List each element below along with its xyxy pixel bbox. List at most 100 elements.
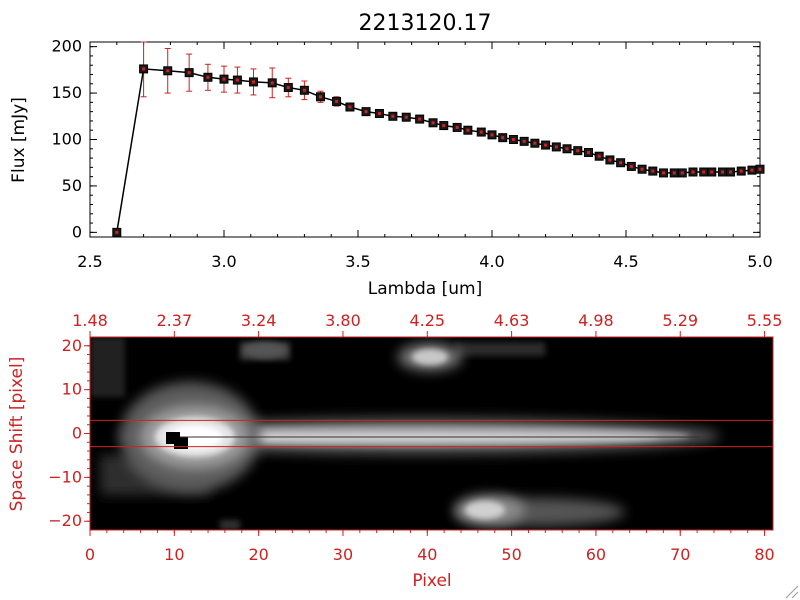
data-point-center xyxy=(619,161,623,165)
top-axis-label: 3.80 xyxy=(325,311,361,330)
image-ticks xyxy=(84,331,766,536)
x-axis-label-image: Pixel xyxy=(412,571,451,591)
y-tick-label: 200 xyxy=(51,37,82,56)
x-tick-label: 60 xyxy=(586,545,606,564)
data-point-center xyxy=(466,128,470,132)
y-tick-label: 100 xyxy=(51,130,82,149)
data-point-center xyxy=(251,80,255,84)
x-axis-label-top-plot: Lambda [um] xyxy=(368,279,482,299)
top-axis-label: 5.55 xyxy=(747,311,783,330)
x-tick-label: 4.5 xyxy=(613,252,638,271)
saturated-pixel xyxy=(174,437,188,449)
x-tick-label: 0 xyxy=(85,545,95,564)
data-point-center xyxy=(302,88,306,92)
data-point-center xyxy=(522,139,526,143)
data-point-center xyxy=(565,147,569,151)
data-point-center xyxy=(554,145,558,149)
data-point-center xyxy=(729,170,733,174)
data-point-center xyxy=(377,112,381,115)
data-point-center xyxy=(691,170,695,174)
data-point-center xyxy=(651,169,655,173)
data-point-center xyxy=(576,149,580,153)
x-tick-label: 10 xyxy=(164,545,184,564)
data-point-center xyxy=(286,86,290,89)
data-point-center xyxy=(318,95,322,99)
x-tick-label: 40 xyxy=(417,545,437,564)
top-axis-label: 3.24 xyxy=(241,311,277,330)
data-point-center xyxy=(442,124,446,128)
data-point-center xyxy=(544,143,548,147)
data-point-center xyxy=(672,171,676,175)
data-point-center xyxy=(629,164,633,168)
error-bars xyxy=(140,41,763,177)
top-axis-label: 4.98 xyxy=(578,311,614,330)
data-point-center xyxy=(662,171,666,175)
data-point-center xyxy=(364,110,368,114)
x-tick-label: 2.5 xyxy=(77,252,102,271)
data-point-center xyxy=(142,67,146,71)
data-point-center xyxy=(222,77,226,81)
data-point-center xyxy=(710,170,714,174)
data-point-center xyxy=(597,154,601,158)
image-tick-labels: 0 1.48 10 2.37 20 3.24 30 3.80 40 4.25 50 4.63 60 4.9… xyxy=(48,311,782,564)
x-tick-label: 20 xyxy=(248,545,268,564)
x-tick-label: 5.0 xyxy=(747,252,772,271)
data-point-center xyxy=(418,117,422,121)
data-point-center xyxy=(455,125,459,129)
data-point-center xyxy=(501,136,505,140)
x-tick-label: 50 xyxy=(501,545,521,564)
data-point-center xyxy=(680,171,684,175)
y-tick-label: 0 xyxy=(72,424,82,443)
spectrum-image xyxy=(90,337,720,530)
data-point-center xyxy=(187,71,191,75)
data-point-center xyxy=(640,167,644,171)
data-point-center xyxy=(479,130,483,134)
top-axis-label: 2.37 xyxy=(157,311,193,330)
top-axis-label: 1.48 xyxy=(72,311,108,330)
x-tick-label: 80 xyxy=(754,545,774,564)
y-tick-label: 150 xyxy=(51,83,82,102)
data-point-center xyxy=(720,170,724,174)
flux-spectrum-plot: 2213120.17 2.5 3.0 3.5 4.0 4.5 5.0 0 50 100 150 20… xyxy=(9,11,773,299)
flux-markers xyxy=(112,64,765,237)
y-tick-label: 20 xyxy=(62,336,82,355)
spectrum-image-plot: 0 1.48 10 2.37 20 3.24 30 3.80 40 4.25 50 4.63 60 4.9… xyxy=(7,311,782,591)
data-point-center xyxy=(206,75,210,79)
data-point-center xyxy=(431,121,435,125)
data-point-center xyxy=(348,105,352,109)
data-point-center xyxy=(166,69,170,73)
data-point-center xyxy=(335,99,339,103)
data-point-center xyxy=(270,81,274,85)
chart-title: 2213120.17 xyxy=(359,11,492,36)
resize-handle-icon[interactable] xyxy=(785,585,799,599)
data-point-center xyxy=(608,158,612,162)
data-point-center xyxy=(758,167,762,171)
y-tick-label: −20 xyxy=(48,511,82,530)
data-point-center xyxy=(702,170,706,174)
top-axis-label: 4.63 xyxy=(494,311,530,330)
data-point-center xyxy=(115,230,119,234)
x-tick-label: 4.0 xyxy=(479,252,504,271)
y-axis-label-top-plot: Flux [mJy] xyxy=(9,97,29,183)
top-plot-ticks xyxy=(89,42,761,237)
top-axis-label: 4.25 xyxy=(409,311,445,330)
data-point-center xyxy=(404,115,408,119)
x-tick-label: 70 xyxy=(670,545,690,564)
data-point-center xyxy=(750,168,754,172)
x-tick-label: 3.0 xyxy=(211,252,236,271)
y-tick-label: 50 xyxy=(62,176,82,195)
flux-series-line xyxy=(116,68,761,233)
data-point-center xyxy=(235,78,239,82)
top-axis-label: 5.29 xyxy=(662,311,698,330)
data-point-center xyxy=(490,133,494,137)
data-point-center xyxy=(739,169,743,173)
x-tick-label: 3.5 xyxy=(345,252,370,271)
data-point-center xyxy=(511,138,515,141)
top-plot-tick-labels: 2.5 3.0 3.5 4.0 4.5 5.0 0 50 100 150 200 xyxy=(51,37,772,271)
y-axis-label-image: Space Shift [pixel] xyxy=(7,357,27,512)
y-tick-label: 10 xyxy=(62,380,82,399)
data-point-center xyxy=(391,114,395,118)
data-point-center xyxy=(533,141,537,145)
x-tick-label: 30 xyxy=(333,545,353,564)
